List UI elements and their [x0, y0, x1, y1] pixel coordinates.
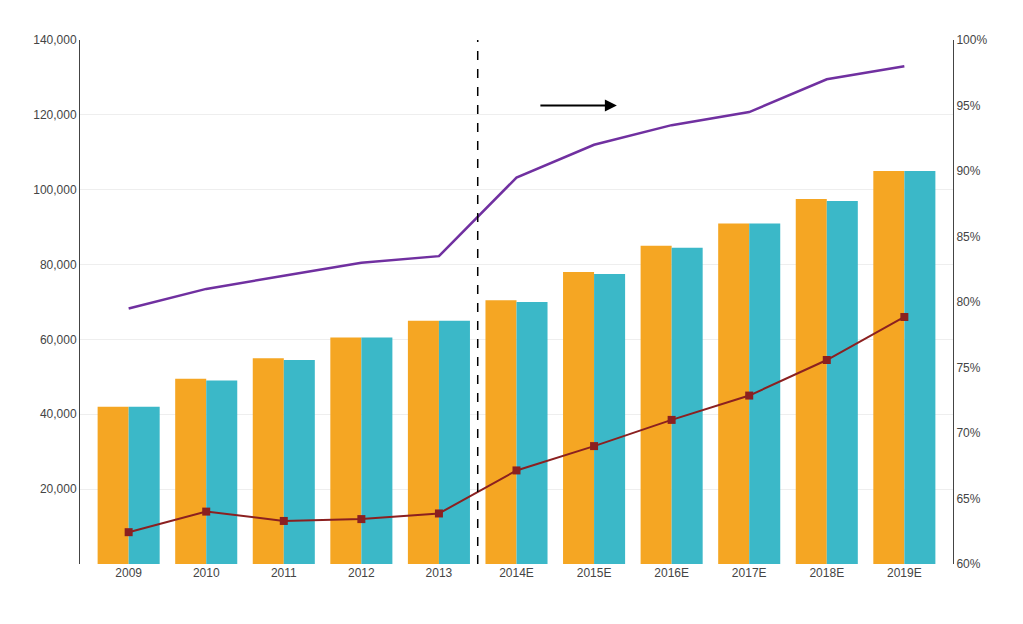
- svg-text:2015E: 2015E: [577, 566, 612, 580]
- svg-text:100,000: 100,000: [33, 183, 77, 197]
- svg-text:65%: 65%: [956, 492, 980, 506]
- svg-text:60,000: 60,000: [40, 333, 77, 347]
- svg-text:85%: 85%: [956, 230, 980, 244]
- svg-text:60%: 60%: [956, 557, 980, 571]
- svg-text:2014E: 2014E: [499, 566, 534, 580]
- svg-text:70%: 70%: [956, 426, 980, 440]
- svg-text:40,000: 40,000: [40, 407, 77, 421]
- svg-text:2017E: 2017E: [732, 566, 767, 580]
- svg-text:80%: 80%: [956, 295, 980, 309]
- svg-text:20,000: 20,000: [40, 482, 77, 496]
- svg-text:80,000: 80,000: [40, 258, 77, 272]
- svg-text:2012: 2012: [348, 566, 375, 580]
- svg-text:2010: 2010: [193, 566, 220, 580]
- svg-text:2019E: 2019E: [887, 566, 922, 580]
- svg-text:90%: 90%: [956, 164, 980, 178]
- svg-text:95%: 95%: [956, 99, 980, 113]
- svg-text:75%: 75%: [956, 361, 980, 375]
- svg-text:140,000: 140,000: [33, 33, 77, 47]
- svg-text:2009: 2009: [115, 566, 142, 580]
- svg-text:100%: 100%: [956, 33, 987, 47]
- svg-text:2011: 2011: [271, 566, 297, 580]
- svg-text:120,000: 120,000: [33, 108, 77, 122]
- svg-text:2013: 2013: [426, 566, 453, 580]
- svg-text:2016E: 2016E: [654, 566, 689, 580]
- svg-text:2018E: 2018E: [809, 566, 844, 580]
